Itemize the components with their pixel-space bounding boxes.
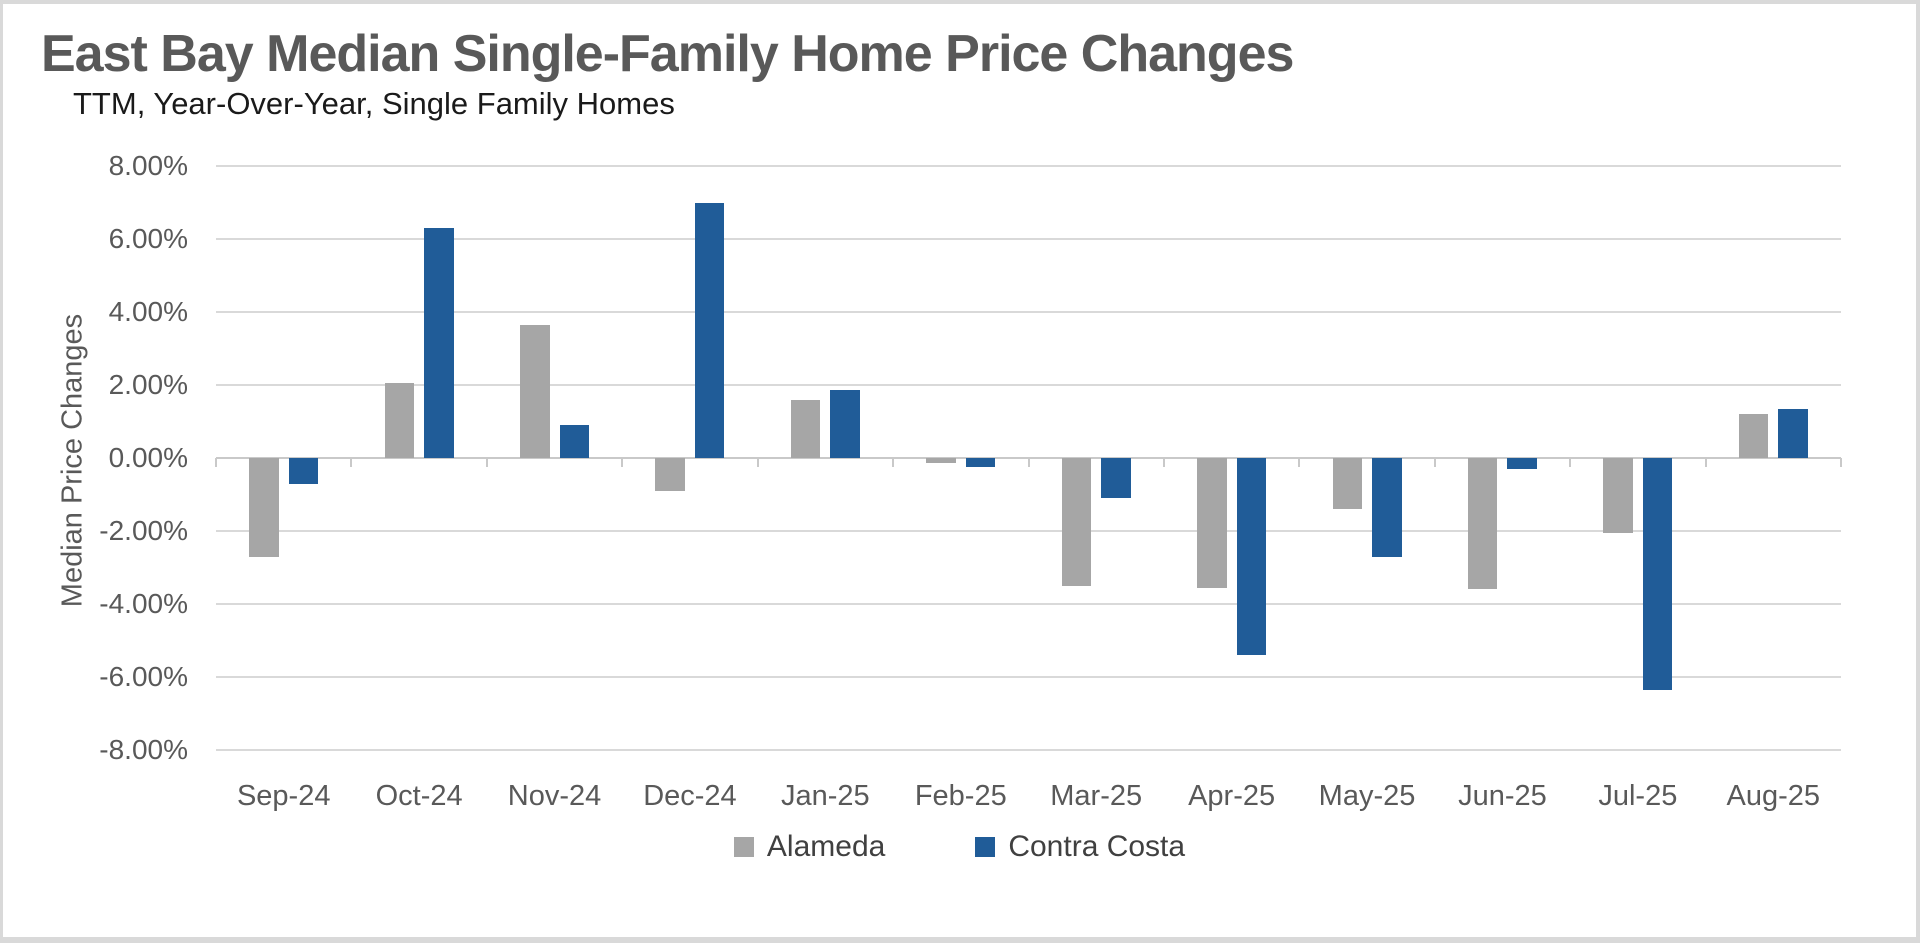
axis-tick	[1298, 458, 1301, 467]
bar-contra-costa-jun-25	[1507, 458, 1537, 469]
axis-tick	[1840, 458, 1842, 467]
legend-item-contra-costa: Contra Costa	[975, 830, 1185, 864]
bar-contra-costa-nov-24	[559, 425, 590, 458]
y-axis-tick-labels: 8.00% 6.00% 4.00% 2.00% 0.00% -2.00% -4.00% -6.…	[3, 150, 188, 765]
axis-tick	[215, 458, 217, 467]
legend: Alameda Contra Costa	[3, 830, 1916, 864]
gridline	[216, 749, 1841, 751]
gridline	[216, 603, 1841, 605]
y-tick-label: -6.00%	[99, 661, 188, 692]
x-tick-label: Jul-25	[1598, 780, 1678, 812]
legend-item-alameda: Alameda	[733, 830, 886, 864]
legend-label-alameda: Alameda	[766, 830, 886, 863]
axis-tick	[485, 458, 488, 467]
gridline	[216, 384, 1841, 386]
axis-tick	[1433, 458, 1436, 467]
axis-tick	[892, 458, 895, 467]
bar-contra-costa-oct-24	[424, 228, 454, 458]
gridline	[216, 311, 1841, 313]
bar-contra-costa-sep-24	[288, 458, 319, 484]
x-axis-tick-labels: Sep-24 Oct-24 Nov-24 Dec-24 Jan-25 Feb-25 Mar-…	[216, 772, 1841, 812]
legend-label-contra-costa: Contra Costa	[1008, 830, 1186, 863]
bar-contra-costa-mar-25	[1101, 458, 1131, 499]
x-tick-label: Jun-25	[1458, 780, 1547, 812]
bar-alameda-may-25	[1332, 458, 1363, 510]
gridline	[216, 530, 1841, 532]
y-tick-label: 6.00%	[108, 223, 188, 254]
x-tick-label: May-25	[1318, 780, 1416, 812]
bar-contra-costa-aug-25	[1778, 408, 1808, 458]
plot-area	[215, 165, 1842, 751]
x-tick-label: Aug-25	[1726, 780, 1821, 812]
gridline	[216, 238, 1841, 240]
x-tick-label: Feb-25	[914, 780, 1007, 812]
bar-contra-costa-jan-25	[830, 390, 860, 458]
gridline	[216, 165, 1841, 167]
y-tick-label: 0.00%	[108, 442, 188, 473]
x-tick-label: Dec-24	[643, 780, 737, 812]
y-tick-label: 8.00%	[108, 150, 188, 181]
axis-tick	[621, 458, 624, 467]
bar-alameda-feb-25	[926, 458, 956, 464]
bar-alameda-sep-24	[249, 458, 279, 557]
bar-alameda-aug-25	[1738, 414, 1769, 458]
legend-swatch-alameda-icon	[733, 837, 754, 857]
bar-alameda-jun-25	[1467, 458, 1498, 590]
chart-subtitle: TTM, Year-Over-Year, Single Family Homes	[73, 86, 675, 121]
bar-contra-costa-apr-25	[1236, 458, 1267, 656]
bar-contra-costa-may-25	[1372, 458, 1402, 557]
x-tick-label: Oct-24	[375, 780, 463, 812]
bar-alameda-apr-25	[1197, 458, 1227, 588]
bar-contra-costa-dec-24	[694, 202, 725, 458]
bar-alameda-dec-24	[655, 458, 685, 491]
bar-alameda-jul-25	[1603, 458, 1633, 533]
axis-tick	[1704, 458, 1707, 467]
bar-alameda-oct-24	[384, 383, 415, 458]
axis-tick	[756, 458, 759, 467]
y-tick-label: 2.00%	[108, 369, 188, 400]
x-tick-label: Sep-24	[236, 780, 331, 812]
x-tick-label: Jan-25	[781, 780, 870, 812]
y-tick-label: 4.00%	[108, 296, 188, 327]
chart-title: East Bay Median Single-Family Home Price…	[41, 25, 1294, 83]
bar-alameda-jan-25	[790, 399, 821, 458]
bar-contra-costa-feb-25	[965, 458, 996, 468]
axis-tick	[1162, 458, 1165, 467]
y-tick-label: -2.00%	[99, 515, 188, 546]
axis-tick	[1569, 458, 1572, 467]
legend-swatch-contra-costa-icon	[975, 837, 996, 857]
x-tick-label: Nov-24	[507, 780, 602, 812]
axis-tick	[1027, 458, 1030, 467]
y-tick-label: -8.00%	[99, 734, 188, 765]
x-tick-label: Apr-25	[1188, 780, 1276, 812]
axis-tick	[350, 458, 353, 467]
gridline	[216, 676, 1841, 678]
bar-contra-costa-jul-25	[1642, 458, 1673, 690]
bar-alameda-nov-24	[520, 324, 550, 458]
y-tick-label: -4.00%	[99, 588, 188, 619]
bar-alameda-mar-25	[1061, 458, 1092, 586]
x-tick-label: Mar-25	[1050, 780, 1143, 812]
